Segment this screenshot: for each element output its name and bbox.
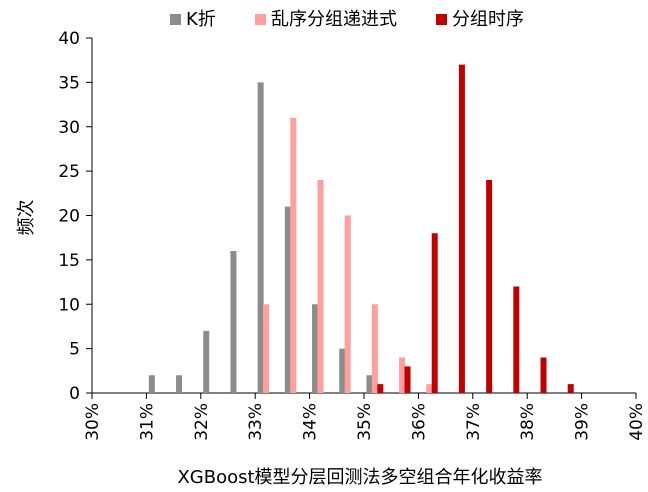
bar-3-8 <box>567 384 574 393</box>
x-tick-label: 32% <box>192 403 212 441</box>
bar-1-3 <box>203 330 210 393</box>
y-tick-label: 15 <box>58 251 80 271</box>
bar-1-4 <box>230 251 237 393</box>
bar-3-1 <box>377 384 384 393</box>
y-tick-label: 30 <box>58 118 80 138</box>
legend-label-3: 分组时序 <box>452 9 524 30</box>
x-tick-label: 35% <box>355 403 375 441</box>
bar-2-2 <box>290 117 297 393</box>
y-tick-label: 20 <box>58 207 80 227</box>
legend: K折 乱序分组递进式 分组时序 <box>170 9 524 30</box>
x-axis-title: XGBoost模型分层回测法多空组合年化收益率 <box>177 467 542 488</box>
bar-1-6 <box>284 206 291 393</box>
x-tick-label: 39% <box>573 403 593 441</box>
bar-1-7 <box>312 304 319 393</box>
bar-2-4 <box>344 215 351 393</box>
x-tick-label: 34% <box>301 403 321 441</box>
bars <box>148 64 574 393</box>
legend-label-1: K折 <box>186 9 216 30</box>
y-tick-label: 40 <box>58 29 80 49</box>
x-tick-label: 38% <box>518 403 538 441</box>
y-axis-title: 频次 <box>16 200 37 236</box>
bar-1-9 <box>366 375 373 393</box>
bar-3-5 <box>486 180 493 393</box>
bar-3-3 <box>431 233 438 393</box>
x-tick-label: 33% <box>246 403 266 441</box>
y-tick-label: 25 <box>58 162 80 182</box>
x-tick-label: 36% <box>409 403 429 441</box>
bar-2-3 <box>317 180 324 393</box>
bar-1-1 <box>148 375 155 393</box>
y-axis: 0 5 10 15 20 25 30 35 40 <box>58 29 93 404</box>
y-tick-label: 10 <box>58 295 80 315</box>
y-tick-label: 35 <box>58 73 80 93</box>
legend-swatch-1 <box>170 14 181 25</box>
bar-3-2 <box>404 366 411 393</box>
bar-3-7 <box>540 357 547 393</box>
bar-1-8 <box>339 348 346 393</box>
bar-1-2 <box>176 375 183 393</box>
legend-swatch-2 <box>255 14 266 25</box>
x-tick-label: 40% <box>627 403 647 441</box>
bar-2-6 <box>399 357 406 393</box>
legend-label-2: 乱序分组递进式 <box>271 9 397 30</box>
x-axis: 30% 31% 32% 33% 34% 35% 36% 37% 38% 39% 40% <box>83 392 647 441</box>
bar-3-4 <box>458 64 465 393</box>
y-tick-label: 0 <box>69 384 80 404</box>
bar-2-7 <box>426 384 433 393</box>
bar-1-5 <box>257 82 264 393</box>
x-tick-label: 31% <box>137 403 157 441</box>
bar-2-1 <box>263 304 270 393</box>
bar-2-5 <box>371 304 378 393</box>
x-tick-label: 30% <box>83 403 103 441</box>
legend-swatch-3 <box>436 14 447 25</box>
y-tick-label: 5 <box>69 340 80 360</box>
bar-3-6 <box>513 286 520 393</box>
x-tick-label: 37% <box>464 403 484 441</box>
